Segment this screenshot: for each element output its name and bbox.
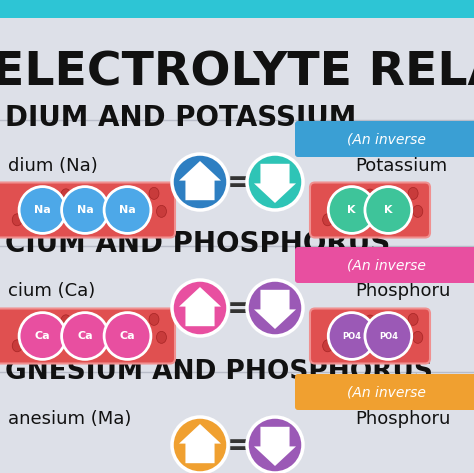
Ellipse shape [323, 214, 333, 226]
Ellipse shape [413, 332, 423, 343]
Text: (An inverse: (An inverse [346, 132, 426, 146]
Ellipse shape [353, 189, 363, 201]
Ellipse shape [342, 330, 352, 342]
Polygon shape [254, 427, 296, 466]
Text: Ca: Ca [120, 331, 135, 341]
Ellipse shape [61, 189, 71, 201]
Ellipse shape [342, 204, 352, 216]
Text: =: = [227, 294, 253, 323]
Circle shape [365, 187, 412, 233]
Ellipse shape [46, 219, 56, 230]
Ellipse shape [149, 187, 159, 200]
Ellipse shape [408, 314, 418, 325]
Ellipse shape [156, 205, 166, 218]
Circle shape [104, 187, 151, 233]
Circle shape [62, 313, 109, 359]
Polygon shape [254, 164, 296, 203]
Ellipse shape [337, 328, 346, 341]
Ellipse shape [109, 341, 118, 353]
Ellipse shape [70, 212, 80, 224]
Ellipse shape [61, 315, 71, 327]
FancyBboxPatch shape [310, 308, 430, 363]
Ellipse shape [80, 315, 90, 327]
Circle shape [328, 313, 375, 359]
FancyBboxPatch shape [295, 121, 474, 157]
FancyBboxPatch shape [310, 183, 430, 237]
Polygon shape [179, 424, 221, 463]
Text: Potassium: Potassium [355, 157, 447, 175]
Text: Phosphoru: Phosphoru [355, 282, 450, 300]
Ellipse shape [34, 202, 44, 214]
Text: (An inverse: (An inverse [346, 258, 426, 272]
Text: K: K [347, 205, 356, 215]
Text: K: K [384, 205, 392, 215]
Ellipse shape [12, 340, 22, 352]
Text: (An inverse: (An inverse [346, 385, 426, 399]
Ellipse shape [383, 215, 393, 227]
Text: Ca: Ca [77, 331, 93, 341]
Circle shape [172, 280, 228, 336]
Polygon shape [179, 287, 221, 326]
Text: DIUM AND POTASSIUM: DIUM AND POTASSIUM [5, 104, 356, 132]
Text: =: = [227, 167, 253, 196]
FancyBboxPatch shape [295, 247, 474, 283]
Circle shape [247, 154, 303, 210]
Text: Na: Na [119, 205, 136, 215]
Polygon shape [179, 161, 221, 200]
Text: cium (Ca): cium (Ca) [8, 282, 95, 300]
Ellipse shape [109, 215, 118, 227]
Circle shape [19, 187, 66, 233]
Ellipse shape [149, 314, 159, 325]
Circle shape [62, 187, 109, 233]
Ellipse shape [359, 212, 369, 224]
Ellipse shape [46, 344, 56, 356]
Polygon shape [254, 290, 296, 329]
Text: Na: Na [34, 205, 51, 215]
Ellipse shape [337, 202, 346, 214]
Ellipse shape [70, 338, 80, 350]
Text: ELECTROLYTE RELATIO: ELECTROLYTE RELATIO [0, 50, 474, 95]
Circle shape [172, 154, 228, 210]
Ellipse shape [383, 341, 393, 353]
Circle shape [365, 313, 412, 359]
Circle shape [104, 313, 151, 359]
Ellipse shape [323, 340, 333, 352]
Ellipse shape [80, 189, 90, 201]
Ellipse shape [365, 189, 375, 201]
Ellipse shape [34, 328, 44, 341]
Text: Na: Na [77, 205, 93, 215]
Ellipse shape [43, 330, 53, 342]
Text: PO4: PO4 [342, 332, 361, 341]
Ellipse shape [156, 332, 166, 343]
Text: PO4: PO4 [379, 332, 398, 341]
FancyBboxPatch shape [0, 308, 175, 363]
Text: Phosphoru: Phosphoru [355, 410, 450, 428]
Ellipse shape [353, 315, 363, 327]
Bar [0, 0, 474, 18]
Circle shape [19, 313, 66, 359]
FancyBboxPatch shape [0, 183, 175, 237]
Text: dium (Na): dium (Na) [8, 157, 98, 175]
Ellipse shape [359, 338, 369, 350]
Text: CIUM AND PHOSPHORUS: CIUM AND PHOSPHORUS [5, 230, 390, 258]
Ellipse shape [12, 214, 22, 226]
Ellipse shape [408, 187, 418, 200]
Ellipse shape [43, 204, 53, 216]
Circle shape [247, 280, 303, 336]
Text: anesium (Ma): anesium (Ma) [8, 410, 131, 428]
Text: GNESIUM AND PHOSPHORUS: GNESIUM AND PHOSPHORUS [5, 359, 433, 385]
Text: =: = [227, 430, 253, 459]
Circle shape [172, 417, 228, 473]
Ellipse shape [344, 344, 354, 356]
Circle shape [247, 417, 303, 473]
Text: Ca: Ca [35, 331, 50, 341]
FancyBboxPatch shape [295, 374, 474, 410]
Ellipse shape [344, 219, 354, 230]
Circle shape [328, 187, 375, 233]
Ellipse shape [365, 315, 375, 327]
Ellipse shape [413, 205, 423, 218]
